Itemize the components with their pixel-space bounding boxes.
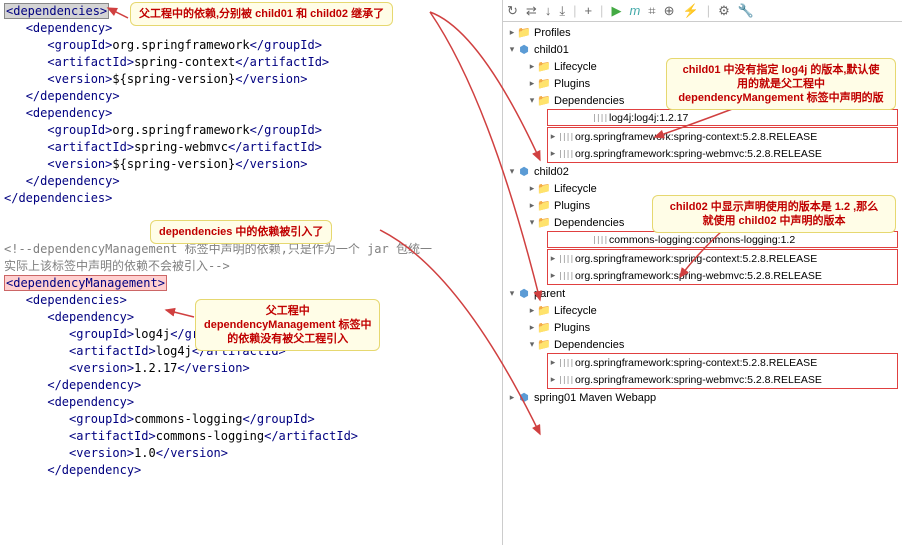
- dep-spring-webmvc[interactable]: ▸||||org.springframework:spring-webmvc:5…: [548, 145, 897, 162]
- code-line: </dependency>: [4, 173, 502, 190]
- circle-icon[interactable]: ⊕: [664, 3, 675, 19]
- code-line: <artifactId>spring-context</artifactId>: [4, 54, 502, 71]
- module-child01[interactable]: ▾⬢child01: [503, 41, 902, 58]
- code-line: <artifactId>spring-webmvc</artifactId>: [4, 139, 502, 156]
- code-line: <groupId>org.springframework</groupId>: [4, 122, 502, 139]
- dep-log4j[interactable]: ||||log4j:log4j:1.2.17: [547, 109, 898, 126]
- code-line: <dependencyManagement>: [4, 275, 502, 292]
- code-line: <dependency>: [4, 105, 502, 122]
- plugins-node[interactable]: ▸📁Plugins: [503, 319, 902, 336]
- dep-spring-webmvc[interactable]: ▸||||org.springframework:spring-webmvc:5…: [548, 371, 897, 388]
- code-line: </dependency>: [4, 462, 502, 479]
- code-line: <version>${spring-version}</version>: [4, 71, 502, 88]
- callout-2: dependencies 中的依赖被引入了: [150, 220, 332, 244]
- comment-line: 实际上该标签中声明的依赖不会被引入-->: [4, 258, 502, 275]
- code-line: </dependencies>: [4, 190, 502, 207]
- code-editor-pane: <dependencies> <dependency> <groupId>org…: [0, 0, 502, 545]
- dep-spring-context[interactable]: ▸||||org.springframework:spring-context:…: [548, 128, 897, 145]
- callout-1: 父工程中的依赖,分别被 child01 和 child02 继承了: [130, 2, 393, 26]
- m-icon[interactable]: m: [629, 3, 640, 18]
- lifecycle-node[interactable]: ▸📁Lifecycle: [503, 302, 902, 319]
- maven-toolbar: ↻ ⇄ ↓ ⤓ | + | ▶ m ⌗ ⊕ ⚡ | ⚙ 🔧: [503, 0, 902, 22]
- code-line: <groupId>commons-logging</groupId>: [4, 411, 502, 428]
- dep-spring-context[interactable]: ▸||||org.springframework:spring-context:…: [548, 250, 897, 267]
- dependencies-node[interactable]: ▾📁Dependencies: [503, 336, 902, 353]
- code-line: <groupId>org.springframework</groupId>: [4, 37, 502, 54]
- dependencyManagement-open-tag: <dependencyManagement>: [4, 275, 167, 291]
- run-icon[interactable]: ▶: [611, 3, 621, 19]
- code-line: <version>1.2.17</version>: [4, 360, 502, 377]
- module-parent[interactable]: ▾⬢parent: [503, 285, 902, 302]
- maven-tool-window: ↻ ⇄ ↓ ⤓ | + | ▶ m ⌗ ⊕ ⚡ | ⚙ 🔧 ▸📁Profiles…: [502, 0, 902, 545]
- code-line: </dependency>: [4, 88, 502, 105]
- wrench-icon[interactable]: 🔧: [738, 3, 754, 19]
- module-child02[interactable]: ▾⬢child02: [503, 163, 902, 180]
- callout-4: child01 中没有指定 log4j 的版本,默认使 用的就是父工程中 dep…: [666, 58, 896, 110]
- sync-icon[interactable]: ⇄: [526, 3, 537, 19]
- code-line: <version>1.0</version>: [4, 445, 502, 462]
- dep-spring-context[interactable]: ▸||||org.springframework:spring-context:…: [548, 354, 897, 371]
- gear-icon[interactable]: ⚙: [718, 3, 730, 19]
- code-line: <dependency>: [4, 394, 502, 411]
- callout-5: child02 中显示声明使用的版本是 1.2 ,那么 就使用 child02 …: [652, 195, 896, 233]
- code-line: </dependency>: [4, 377, 502, 394]
- add-icon[interactable]: +: [584, 3, 592, 18]
- refresh-icon[interactable]: ↻: [507, 3, 518, 19]
- dep-commons-logging[interactable]: ||||commons-logging:commons-logging:1.2: [547, 231, 898, 248]
- dependencies-open-tag: <dependencies>: [4, 3, 109, 19]
- module-spring01[interactable]: ▸⬢spring01 Maven Webapp: [503, 389, 902, 406]
- code-line: <version>${spring-version}</version>: [4, 156, 502, 173]
- profiles-node[interactable]: ▸📁Profiles: [503, 24, 902, 41]
- dep-spring-webmvc[interactable]: ▸||||org.springframework:spring-webmvc:5…: [548, 267, 897, 284]
- callout-3: 父工程中 dependencyManagement 标签中 的依赖没有被父工程引…: [195, 299, 380, 351]
- download-icon[interactable]: ↓: [545, 3, 552, 18]
- bolt-icon[interactable]: ⚡: [683, 3, 699, 19]
- download-sources-icon[interactable]: ⤓: [559, 3, 565, 19]
- code-line: <artifactId>commons-logging</artifactId>: [4, 428, 502, 445]
- toggle-icon[interactable]: ⌗: [648, 3, 655, 19]
